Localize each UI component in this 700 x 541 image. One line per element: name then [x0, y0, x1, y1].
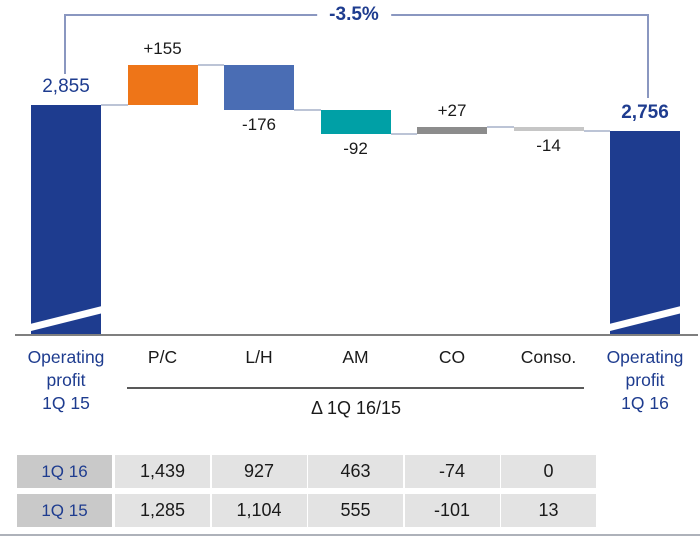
connector-1 — [197, 63, 224, 66]
delta-value-l-h: -176 — [241, 115, 277, 135]
change-bracket-right-drop — [647, 14, 649, 98]
connector-0 — [101, 104, 128, 106]
table-rowheader-1q-15: 1Q 15 — [17, 494, 112, 527]
delta-value-p-c: +155 — [143, 38, 182, 58]
delta-value-am: -92 — [343, 139, 368, 159]
delta-value-co: +27 — [437, 101, 467, 121]
bar-operating-profit-1q16 — [610, 130, 680, 336]
baseline-axis — [15, 334, 698, 336]
table-cell-am-1q-15: 555 — [308, 494, 403, 527]
table-rowheader-1q-16: 1Q 16 — [17, 455, 112, 488]
table-cell-conso-1q-16: 0 — [501, 455, 596, 488]
bar-conso — [513, 127, 584, 131]
category-label-operating-profit-1q-16: Operating profit 1Q 16 — [606, 347, 684, 413]
start-value-label: 2,855 — [42, 76, 90, 97]
table-cell-co-1q-16: -74 — [404, 455, 500, 488]
bar-p-c — [127, 64, 198, 105]
category-label-operating-profit-1q-15: Operating profit 1Q 15 — [27, 347, 105, 413]
table-cell-l-h-1q-16: 927 — [211, 455, 307, 488]
end-value-label: 2,756 — [621, 101, 669, 123]
connector-3 — [390, 133, 417, 136]
table-cell-co-1q-15: -101 — [404, 494, 500, 527]
connector-4 — [487, 126, 514, 129]
bottom-divider — [0, 534, 700, 536]
category-label-conso: Conso. — [520, 347, 577, 367]
table-cell-am-1q-16: 463 — [308, 455, 403, 488]
delta-axis-label: Δ 1Q 16/15 — [310, 398, 402, 418]
change-percentage-label: -3.5% — [317, 4, 391, 26]
table-cell-conso-1q-15: 13 — [501, 494, 596, 527]
table-cell-p-c-1q-15: 1,285 — [115, 494, 210, 527]
bar-co — [417, 127, 487, 135]
bar-am — [320, 110, 391, 135]
bar-l-h — [224, 64, 294, 111]
category-label-co: CO — [438, 347, 466, 367]
connector-5 — [583, 130, 610, 132]
table-cell-p-c-1q-16: 1,439 — [115, 455, 210, 488]
delta-group-rule — [127, 387, 584, 389]
table-cell-l-h-1q-15: 1,104 — [211, 494, 307, 527]
bar-operating-profit-1q15 — [31, 105, 101, 336]
delta-value-conso: -14 — [536, 136, 561, 155]
category-label-l-h: L/H — [245, 347, 273, 367]
connector-2 — [294, 109, 321, 112]
change-bracket-left-drop — [64, 14, 66, 74]
category-label-am: AM — [342, 347, 369, 367]
category-label-p-c: P/C — [147, 347, 178, 367]
